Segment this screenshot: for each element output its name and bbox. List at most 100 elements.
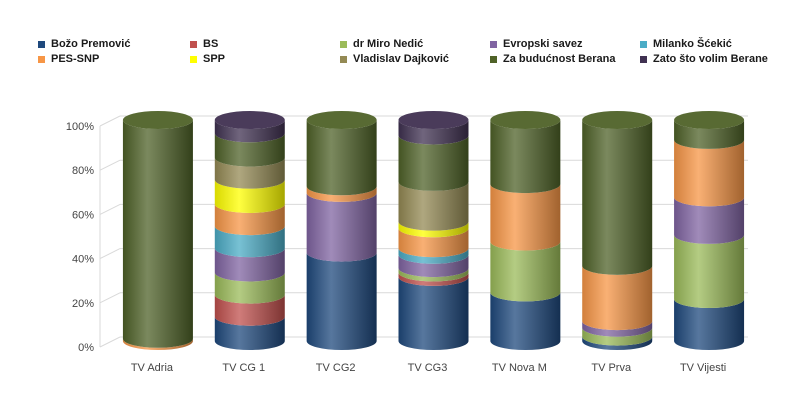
legend-item: Vladislav Dajković xyxy=(340,52,449,66)
legend-label: Božo Premović xyxy=(51,38,131,50)
y-tick-label: 80% xyxy=(72,165,94,177)
legend-swatch xyxy=(640,40,647,48)
legend-item: SPP xyxy=(190,52,225,66)
x-tick-label: TV Prva xyxy=(591,362,632,374)
legend-swatch xyxy=(38,55,45,63)
bar-segment xyxy=(674,197,745,244)
bar-segment xyxy=(490,184,561,251)
bar-segment xyxy=(306,192,377,262)
bar-segment xyxy=(214,120,285,143)
legend-swatch xyxy=(190,55,197,63)
legend-item: Zato što volim Berane xyxy=(640,52,768,66)
y-tick-label: 0% xyxy=(78,342,94,354)
x-tick-label: TV Vijesti xyxy=(680,362,726,374)
bar-top-cap xyxy=(490,111,561,129)
bar-segment xyxy=(398,254,469,278)
column-tv-prva xyxy=(582,111,653,350)
bar-segment xyxy=(398,268,469,282)
legend-item: PES-SNP xyxy=(38,52,99,66)
x-tick-label: TV CG2 xyxy=(316,362,356,374)
legend-label: Za budućnost Berana xyxy=(503,53,616,65)
legend-swatch xyxy=(340,55,347,63)
legend-swatch xyxy=(340,40,347,48)
bar-segment xyxy=(398,272,469,286)
y-tick-label: 40% xyxy=(72,254,94,266)
bar-segment xyxy=(582,336,653,350)
y-tick-label: 20% xyxy=(72,298,94,310)
x-tick-label: TV CG 1 xyxy=(222,362,265,374)
gridline-depth xyxy=(99,115,121,127)
legend-swatch xyxy=(38,40,45,48)
bar-segment xyxy=(674,120,745,149)
legend-item: Za budućnost Berana xyxy=(490,52,615,66)
legend-label: BS xyxy=(203,38,219,50)
bar-segment xyxy=(582,120,653,275)
legend-label: SPP xyxy=(203,53,226,65)
bar-segment xyxy=(490,120,561,194)
legend-label: Evropski savez xyxy=(503,38,583,50)
chart-legend: Božo Premović BS dr Miro Nedić Evropski sav… xyxy=(38,37,788,71)
legend-label: Vladislav Dajković xyxy=(353,53,449,65)
bar-top-cap xyxy=(306,111,377,129)
bar-segment xyxy=(214,203,285,236)
bar-segment xyxy=(122,338,193,350)
legend-swatch xyxy=(190,40,197,48)
legend-item: dr Miro Nedić xyxy=(340,37,423,51)
bar-top-cap xyxy=(582,111,653,129)
y-tick-label: 100% xyxy=(66,121,94,133)
legend-item: Evropski savez xyxy=(490,37,583,51)
legend-item: Milanko Šćekić xyxy=(640,37,732,51)
bar-segment xyxy=(214,294,285,326)
bar-top-cap xyxy=(122,111,193,129)
gridline-depth xyxy=(99,248,121,260)
column-tv-cg2 xyxy=(306,111,377,350)
bar-segment xyxy=(306,186,377,202)
bar-segment xyxy=(398,120,469,145)
bar-top-cap xyxy=(214,111,285,129)
bar-segment xyxy=(214,226,285,258)
gridline-depth xyxy=(99,159,121,171)
bar-top-cap xyxy=(674,111,745,129)
bar-segment xyxy=(674,234,745,309)
bar-segment xyxy=(490,292,561,350)
bar-top-cap xyxy=(398,111,469,129)
x-tick-label: TV Adria xyxy=(131,362,174,374)
column-tv-vijesti xyxy=(674,111,745,350)
y-tick-label: 60% xyxy=(72,209,94,221)
bar-segment xyxy=(398,228,469,258)
bar-segment xyxy=(214,248,285,282)
bar-segment xyxy=(398,221,469,238)
column-tv-cg-1 xyxy=(214,111,285,350)
bar-segment xyxy=(306,252,377,350)
legend-label: dr Miro Nedić xyxy=(353,38,424,50)
gridline-depth xyxy=(99,336,121,348)
legend-label: Milanko Šćekić xyxy=(653,38,732,50)
bar-segment xyxy=(214,179,285,213)
bar-segment xyxy=(490,241,561,302)
legend-swatch xyxy=(490,40,497,48)
bar-segment xyxy=(582,321,653,337)
bar-segment xyxy=(398,248,469,264)
legend-item: BS xyxy=(190,37,218,51)
column-tv-cg3 xyxy=(398,111,469,350)
legend-label: PES-SNP xyxy=(51,53,100,65)
bar-segment xyxy=(214,157,285,189)
bar-segment xyxy=(398,135,469,191)
bar-segment xyxy=(398,181,469,231)
x-tick-label: TV Nova M xyxy=(492,362,547,374)
legend-swatch xyxy=(490,55,497,63)
bar-segment xyxy=(674,299,745,350)
bar-segment xyxy=(214,316,285,350)
gridline-depth xyxy=(99,292,121,304)
gridline-depth xyxy=(99,203,121,215)
bar-segment xyxy=(674,139,745,207)
x-tick-label: TV CG3 xyxy=(408,362,448,374)
column-tv-nova-m xyxy=(490,111,561,350)
bar-segment xyxy=(306,120,377,196)
bar-segment xyxy=(398,276,469,350)
bar-segment xyxy=(582,265,653,331)
legend-item: Božo Premović xyxy=(38,37,130,51)
legend-label: Zato što volim Berane xyxy=(653,53,768,65)
bar-segment xyxy=(122,120,193,348)
